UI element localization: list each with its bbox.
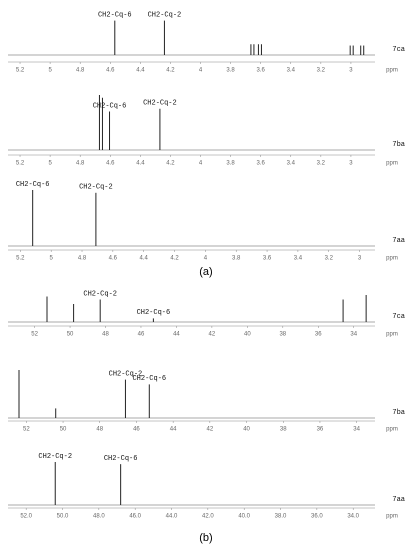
x-tick-label: 3.4 bbox=[287, 161, 296, 167]
x-tick-label: 50.0 bbox=[57, 514, 69, 520]
x-tick-label: 4.4 bbox=[140, 256, 149, 262]
peak-label: CH2-Cq-6 bbox=[104, 455, 138, 463]
x-tick-label: 4.2 bbox=[166, 161, 175, 167]
x-tick-label: 36 bbox=[315, 332, 322, 338]
x-axis-label: ppm bbox=[386, 332, 398, 338]
x-tick-label: 4.8 bbox=[76, 161, 85, 167]
x-tick-label: 48.0 bbox=[93, 514, 105, 520]
x-tick-label: 42.0 bbox=[202, 514, 214, 520]
x-tick-label: 5.2 bbox=[16, 161, 25, 167]
x-tick-label: 48 bbox=[102, 332, 109, 338]
x-tick-label: 34 bbox=[353, 427, 360, 433]
spectrum-label: 7aa bbox=[392, 496, 405, 504]
x-tick-label: 52.0 bbox=[20, 514, 32, 520]
x-tick-label: 3.2 bbox=[325, 256, 334, 262]
x-tick-label: 4 bbox=[204, 256, 208, 262]
peak-label: CH2-Cq-2 bbox=[143, 100, 177, 108]
peak-label: CH2-Cq-2 bbox=[79, 184, 113, 192]
x-tick-label: 3.2 bbox=[317, 68, 326, 74]
x-tick-label: 52 bbox=[23, 427, 30, 433]
peak-label: CH2-Cq-6 bbox=[137, 309, 171, 317]
x-tick-label: 40 bbox=[244, 332, 251, 338]
peak-label: CH2-Cq-6 bbox=[132, 375, 166, 383]
peak-label: CH2-Cq-6 bbox=[98, 11, 132, 19]
x-tick-label: 50 bbox=[60, 427, 67, 433]
x-tick-label: 52 bbox=[31, 332, 38, 338]
x-tick-label: 4.2 bbox=[170, 256, 179, 262]
x-tick-label: 4.6 bbox=[106, 161, 115, 167]
peak-label: CH2-Cq-6 bbox=[16, 181, 50, 189]
x-tick-label: 4.8 bbox=[76, 68, 85, 74]
x-tick-label: 3.4 bbox=[294, 256, 303, 262]
x-tick-label: 42 bbox=[209, 332, 216, 338]
x-tick-label: 44 bbox=[170, 427, 177, 433]
x-tick-label: 3.8 bbox=[232, 256, 241, 262]
x-tick-label: 5 bbox=[48, 68, 52, 74]
x-tick-label: 3.6 bbox=[263, 256, 272, 262]
spectrum-label: 7aa bbox=[392, 237, 405, 245]
x-tick-label: 3.8 bbox=[226, 68, 235, 74]
x-tick-label: 4.4 bbox=[136, 161, 145, 167]
x-tick-label: 34.0 bbox=[347, 514, 359, 520]
x-tick-label: 3.8 bbox=[226, 161, 235, 167]
x-tick-label: 3 bbox=[358, 256, 362, 262]
x-tick-label: 5.2 bbox=[16, 256, 25, 262]
x-tick-label: 4.8 bbox=[78, 256, 87, 262]
x-tick-label: 46 bbox=[138, 332, 145, 338]
x-tick-label: 34 bbox=[350, 332, 357, 338]
x-axis-label: ppm bbox=[386, 427, 398, 433]
x-tick-label: 48 bbox=[96, 427, 103, 433]
x-tick-label: 4.4 bbox=[136, 68, 145, 74]
x-axis-label: ppm bbox=[386, 514, 398, 520]
peak-label: CH2-Cq-6 bbox=[93, 102, 127, 110]
spectrum-label: 7ba bbox=[392, 409, 405, 417]
x-tick-label: 38 bbox=[279, 332, 286, 338]
x-tick-label: 3 bbox=[349, 68, 353, 74]
x-axis-label: ppm bbox=[386, 256, 398, 262]
x-tick-label: 5.2 bbox=[16, 68, 25, 74]
x-tick-label: 50 bbox=[67, 332, 74, 338]
x-tick-label: 38.0 bbox=[275, 514, 287, 520]
x-tick-label: 5 bbox=[48, 161, 52, 167]
x-axis-label: ppm bbox=[386, 68, 398, 74]
x-tick-label: 3.4 bbox=[287, 68, 296, 74]
x-tick-label: 40 bbox=[243, 427, 250, 433]
x-tick-label: 4 bbox=[199, 161, 203, 167]
peak-label: CH2-Cq-2 bbox=[38, 453, 72, 461]
x-tick-label: 44 bbox=[173, 332, 180, 338]
x-tick-label: 46 bbox=[133, 427, 140, 433]
x-tick-label: 3.2 bbox=[317, 161, 326, 167]
x-tick-label: 4.6 bbox=[106, 68, 115, 74]
x-tick-label: 3.6 bbox=[257, 68, 266, 74]
x-tick-label: 42 bbox=[207, 427, 214, 433]
x-tick-label: 4.2 bbox=[166, 68, 175, 74]
x-tick-label: 4 bbox=[199, 68, 203, 74]
caption: (a) bbox=[199, 266, 212, 278]
peak-label: CH2-Cq-2 bbox=[148, 11, 182, 19]
peak-label: CH2-Cq-2 bbox=[109, 370, 143, 378]
x-tick-label: 3.6 bbox=[257, 161, 266, 167]
x-axis-label: ppm bbox=[386, 161, 398, 167]
spectrum-label: 7ca bbox=[392, 313, 405, 321]
x-tick-label: 4.6 bbox=[109, 256, 118, 262]
x-tick-label: 36.0 bbox=[311, 514, 323, 520]
x-tick-label: 5 bbox=[50, 256, 54, 262]
x-tick-label: 38 bbox=[280, 427, 287, 433]
spectrum-label: 7ba bbox=[392, 141, 405, 149]
x-tick-label: 3 bbox=[349, 161, 353, 167]
peak-label: CH2-Cq-2 bbox=[83, 290, 117, 298]
x-tick-label: 44.0 bbox=[166, 514, 178, 520]
spectrum-label: 7ca bbox=[392, 46, 405, 54]
x-tick-label: 40.0 bbox=[238, 514, 250, 520]
x-tick-label: 46.0 bbox=[129, 514, 141, 520]
caption: (b) bbox=[199, 532, 212, 544]
x-tick-label: 36 bbox=[317, 427, 324, 433]
